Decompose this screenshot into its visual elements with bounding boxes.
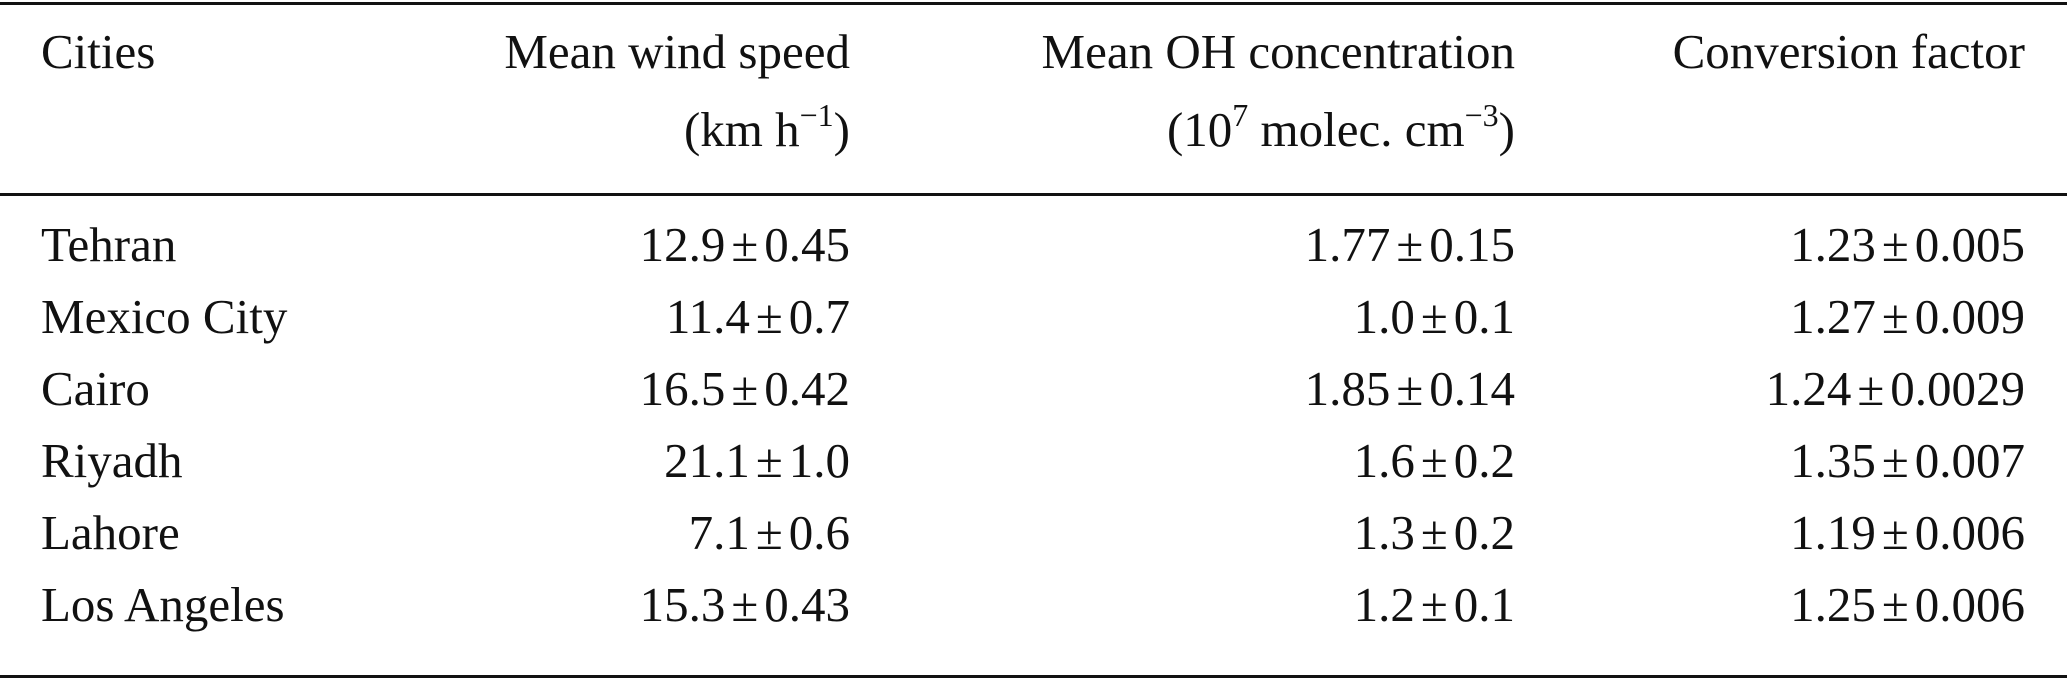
cell-conversion-factor: 1.19 ±0.006	[1530, 503, 2025, 563]
cell-city: Lahore	[41, 505, 180, 560]
cell-city: Riyadh	[41, 433, 183, 488]
value: 16.5	[639, 361, 726, 416]
cell-city: Mexico City	[41, 289, 288, 344]
cell-wind-speed: 11.4 ±0.7	[380, 287, 850, 347]
cell-conversion-factor: 1.35 ±0.007	[1530, 431, 2025, 491]
plus-minus-symbol: ±	[755, 505, 783, 560]
cell-wind-speed: 12.9 ±0.45	[380, 215, 850, 275]
uncertainty: 0.2	[1453, 433, 1515, 488]
cell-conversion-factor: 1.24 ±0.0029	[1530, 359, 2025, 419]
cell-oh-concentration: 1.0 ±0.1	[870, 287, 1515, 347]
uncertainty: 0.007	[1914, 433, 2025, 488]
header-wind-speed: Mean wind speed	[504, 24, 850, 79]
header-rule	[0, 193, 2067, 196]
plus-minus-symbol: ±	[1420, 505, 1448, 560]
value: 11.4	[665, 289, 750, 344]
plus-minus-symbol: ±	[755, 289, 783, 344]
plus-minus-symbol: ±	[1420, 577, 1448, 632]
bottom-rule	[0, 675, 2067, 678]
uncertainty: 0.006	[1914, 505, 2025, 560]
plus-minus-symbol: ±	[1881, 505, 1909, 560]
header-wind-speed-unit: (km h−1)	[380, 97, 850, 160]
uncertainty: 0.6	[788, 505, 850, 560]
cell-city: Los Angeles	[41, 577, 285, 632]
uncertainty: 0.0029	[1890, 361, 2025, 416]
uncertainty: 0.1	[1453, 289, 1515, 344]
plus-minus-symbol: ±	[731, 361, 759, 416]
value: 1.3	[1353, 505, 1415, 560]
value: 1.0	[1353, 289, 1415, 344]
cell-conversion-factor: 1.25 ±0.006	[1530, 575, 2025, 635]
cell-oh-concentration: 1.3 ±0.2	[870, 503, 1515, 563]
value: 1.85	[1304, 361, 1391, 416]
uncertainty: 0.009	[1914, 289, 2025, 344]
oh-unit-exponent: 7	[1232, 97, 1249, 133]
plus-minus-symbol: ±	[1420, 433, 1448, 488]
uncertainty: 0.43	[764, 577, 850, 632]
uncertainty: 1.0	[788, 433, 850, 488]
cell-oh-concentration: 1.85 ±0.14	[870, 359, 1515, 419]
uncertainty: 0.42	[764, 361, 850, 416]
header-conversion-factor: Conversion factor	[1672, 24, 2025, 79]
plus-minus-symbol: ±	[1396, 217, 1424, 272]
uncertainty: 0.14	[1429, 361, 1515, 416]
plus-minus-symbol: ±	[731, 577, 759, 632]
uncertainty: 0.2	[1453, 505, 1515, 560]
cell-oh-concentration: 1.6 ±0.2	[870, 431, 1515, 491]
cell-oh-concentration: 1.2 ±0.1	[870, 575, 1515, 635]
value: 1.6	[1353, 433, 1415, 488]
uncertainty: 0.45	[764, 217, 850, 272]
cell-conversion-factor: 1.23 ±0.005	[1530, 215, 2025, 275]
value: 1.23	[1790, 217, 1876, 272]
cell-oh-concentration: 1.77 ±0.15	[870, 215, 1515, 275]
cell-wind-speed: 7.1 ±0.6	[380, 503, 850, 563]
value: 12.9	[639, 217, 726, 272]
value: 21.1	[664, 433, 750, 488]
value: 1.25	[1790, 577, 1876, 632]
wind-unit-exponent: −1	[799, 97, 834, 133]
uncertainty: 0.7	[788, 289, 850, 344]
plus-minus-symbol: ±	[1881, 289, 1909, 344]
oh-unit-base: (10	[1166, 102, 1233, 157]
oh-unit-middle: molec. cm	[1248, 102, 1465, 157]
cell-city: Cairo	[41, 361, 150, 416]
header-cities: Cities	[41, 24, 156, 79]
uncertainty: 0.1	[1453, 577, 1515, 632]
cell-wind-speed: 15.3 ±0.43	[380, 575, 850, 635]
cell-wind-speed: 16.5 ±0.42	[380, 359, 850, 419]
value: 1.2	[1353, 577, 1415, 632]
value: 7.1	[688, 505, 750, 560]
cell-conversion-factor: 1.27 ±0.009	[1530, 287, 2025, 347]
plus-minus-symbol: ±	[731, 217, 759, 272]
value: 1.19	[1790, 505, 1876, 560]
oh-unit-close: )	[1498, 102, 1515, 157]
value: 1.24	[1765, 361, 1852, 416]
header-oh-unit: (107 molec. cm−3)	[870, 97, 1515, 160]
plus-minus-symbol: ±	[1420, 289, 1448, 344]
header-oh-concentration: Mean OH concentration	[1041, 24, 1516, 79]
wind-unit-close: )	[833, 102, 850, 157]
value: 1.77	[1304, 217, 1391, 272]
plus-minus-symbol: ±	[755, 433, 783, 488]
plus-minus-symbol: ±	[1881, 433, 1909, 488]
value: 15.3	[639, 577, 726, 632]
uncertainty: 0.15	[1429, 217, 1515, 272]
top-rule	[0, 2, 2067, 5]
value: 1.35	[1790, 433, 1876, 488]
cell-city: Tehran	[41, 217, 177, 272]
uncertainty: 0.006	[1914, 577, 2025, 632]
plus-minus-symbol: ±	[1881, 217, 1909, 272]
uncertainty: 0.005	[1914, 217, 2025, 272]
plus-minus-symbol: ±	[1396, 361, 1424, 416]
value: 1.27	[1790, 289, 1876, 344]
oh-unit-exponent-2: −3	[1464, 97, 1499, 133]
wind-unit-base: (km h	[683, 102, 800, 157]
plus-minus-symbol: ±	[1881, 577, 1909, 632]
plus-minus-symbol: ±	[1857, 361, 1885, 416]
cell-wind-speed: 21.1 ±1.0	[380, 431, 850, 491]
